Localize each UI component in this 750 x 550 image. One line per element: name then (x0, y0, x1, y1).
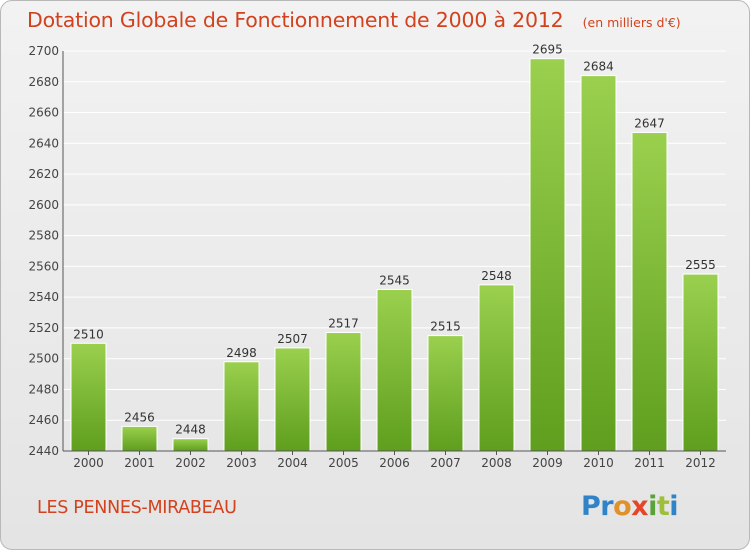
chart-unit: (en milliers d'€) (582, 15, 681, 30)
bar-value-label: 2548 (481, 269, 512, 283)
bar (631, 132, 668, 452)
bar-value-label: 2448 (175, 423, 206, 437)
x-tick-label: 2005 (328, 456, 359, 470)
bar (376, 288, 413, 452)
bar-value-label: 2555 (685, 258, 716, 272)
bar-value-label: 2517 (328, 317, 359, 331)
x-tick-label: 2009 (532, 456, 563, 470)
x-tick-label: 2007 (430, 456, 461, 470)
logo-part: o (613, 491, 632, 522)
bar (223, 361, 260, 452)
bar-value-label: 2695 (532, 43, 563, 57)
x-tick-label: 2008 (481, 456, 512, 470)
bar (70, 342, 107, 452)
y-tick-label: 2460 (28, 413, 59, 427)
bar-value-label: 2684 (583, 60, 614, 74)
x-tick-label: 2001 (124, 456, 155, 470)
y-tick-label: 2700 (28, 44, 59, 58)
bar (121, 425, 158, 452)
bar (325, 332, 362, 452)
y-tick-label: 2600 (28, 198, 59, 212)
bar-value-label: 2498 (226, 346, 257, 360)
x-tick-label: 2003 (226, 456, 257, 470)
bar (274, 347, 311, 452)
y-tick-label: 2540 (28, 290, 59, 304)
x-tick-label: 2006 (379, 456, 410, 470)
x-tick-label: 2010 (583, 456, 614, 470)
bars (70, 58, 719, 452)
logo-part: t (656, 491, 670, 522)
bar (427, 335, 464, 452)
labels: 2440 2460 2480 2500 2520 2540 2560 2580 2600 2620… (28, 43, 715, 470)
y-tick-label: 2580 (28, 229, 59, 243)
y-tick-label: 2500 (28, 352, 59, 366)
y-tick-label: 2660 (28, 106, 59, 120)
x-tick-label: 2012 (685, 456, 716, 470)
proxiti-logo: Proxiti (581, 491, 679, 522)
bar-value-label: 2545 (379, 273, 410, 287)
logo-part: x (631, 491, 649, 522)
y-tick-label: 2640 (28, 136, 59, 150)
commune-name: LES PENNES-MIRABEAU (37, 498, 237, 518)
bar (682, 273, 719, 452)
bar (172, 438, 209, 452)
y-tick-label: 2480 (28, 382, 59, 396)
chart-title: Dotation Globale de Fonctionnement de 20… (27, 8, 564, 32)
x-tick-label: 2000 (73, 456, 104, 470)
bar-value-label: 2515 (430, 320, 461, 334)
axes (62, 51, 726, 455)
title-row: Dotation Globale de Fonctionnement de 20… (27, 8, 681, 32)
y-tick-label: 2520 (28, 321, 59, 335)
bar-value-label: 2510 (73, 327, 104, 341)
logo-part: i (648, 491, 657, 522)
x-tick-label: 2011 (634, 456, 665, 470)
bar (580, 75, 617, 452)
logo-part: Pr (581, 491, 614, 522)
bar-value-label: 2456 (124, 410, 155, 424)
bar (529, 58, 566, 452)
y-tick-label: 2440 (28, 444, 59, 458)
logo-part: i (669, 491, 679, 522)
bar-value-label: 2647 (634, 117, 665, 131)
bar-value-label: 2507 (277, 332, 308, 346)
y-tick-label: 2560 (28, 259, 59, 273)
x-tick-label: 2004 (277, 456, 308, 470)
bar (478, 284, 515, 452)
y-tick-label: 2620 (28, 167, 59, 181)
x-tick-label: 2002 (175, 456, 206, 470)
y-tick-label: 2680 (28, 75, 59, 89)
